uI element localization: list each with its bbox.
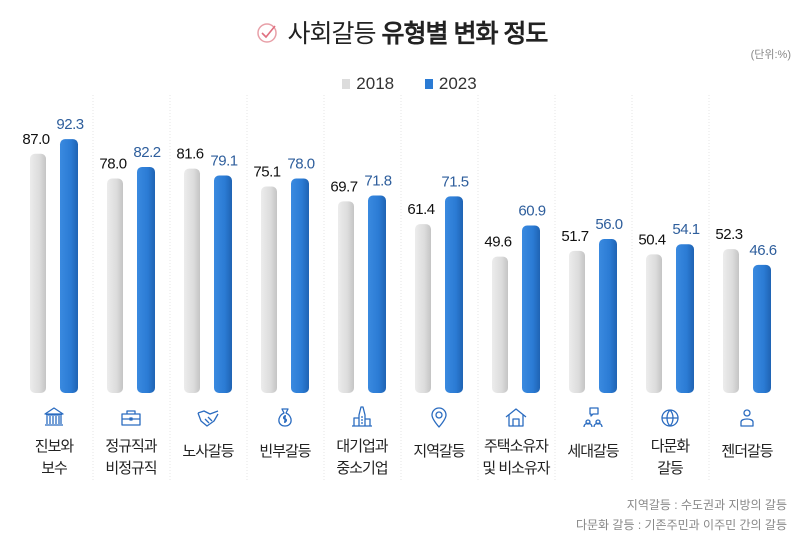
data-label-2023: 92.3 (56, 116, 83, 133)
bar-2018 (107, 178, 123, 393)
category-label: 진보와 (35, 438, 75, 455)
money-bag-icon (278, 408, 292, 427)
legend: 2018 2023 (0, 74, 803, 94)
bar-2023 (676, 244, 694, 393)
category-label: 정규직과 (105, 438, 157, 455)
location-pin-icon (431, 407, 447, 428)
bar-2018 (646, 254, 662, 393)
category-label: 빈부갈등 (259, 443, 311, 460)
bar-2018 (261, 186, 277, 393)
bar-2018 (569, 250, 585, 393)
check-circle-icon (256, 23, 277, 43)
bar-2018 (492, 256, 508, 393)
bar-2018 (415, 224, 431, 393)
data-label-2018: 78.0 (99, 156, 126, 173)
category-label: 대기업과 (336, 438, 388, 455)
category-label: 세대갈등 (567, 443, 619, 460)
bar-2023 (522, 225, 540, 393)
legend-swatch-2023 (424, 79, 433, 89)
category-label: 노사갈등 (182, 443, 234, 460)
bar-2018 (30, 153, 46, 393)
legend-swatch-2018 (342, 79, 351, 89)
footnote-1: 지역갈등 : 수도권과 지방의 갈등 (626, 498, 787, 512)
building-icon (352, 406, 372, 427)
bar-2018 (338, 201, 354, 393)
data-label-2018: 75.1 (253, 163, 280, 180)
briefcase-icon (121, 410, 141, 426)
handshake-icon (197, 410, 219, 427)
data-label-2023: 46.6 (749, 242, 776, 259)
category-label: 다문화 (651, 438, 691, 455)
bar-2023 (368, 195, 386, 393)
house-icon (505, 408, 527, 427)
bar-2023 (137, 166, 155, 393)
data-label-2023: 78.0 (287, 156, 314, 173)
bank-icon (44, 407, 64, 426)
people-chat-icon (583, 407, 603, 428)
category-label: 주택소유자 (484, 438, 549, 455)
data-label-2023: 54.1 (672, 221, 699, 238)
footnote-2: 다문화 갈등 : 기존주민과 이주민 간의 갈등 (575, 518, 787, 532)
globe-icon (661, 409, 679, 427)
category-label: 갈등 (657, 460, 684, 477)
chart-title: 사회갈등 유형별 변화 정도 (0, 14, 803, 50)
data-label-2018: 50.4 (638, 231, 665, 248)
title-main: 유형별 변화 정도 (381, 20, 549, 48)
data-label-2018: 87.0 (22, 131, 49, 148)
bar-2023 (753, 264, 771, 393)
data-label-2023: 56.0 (595, 216, 622, 233)
data-label-2018: 69.7 (330, 178, 357, 195)
category-label: 보수 (41, 460, 67, 477)
category-label: 및 비소유자 (482, 460, 550, 477)
legend-label-2018: 2018 (356, 74, 395, 93)
data-label-2023: 79.1 (210, 152, 237, 169)
bar-2023 (214, 175, 232, 393)
category-label: 비정규직 (105, 460, 156, 477)
data-label-2018: 49.6 (484, 234, 511, 251)
bar-2023 (60, 139, 78, 393)
data-label-2018: 52.3 (715, 226, 742, 243)
data-label-2023: 71.5 (441, 173, 468, 190)
bar-2018 (723, 249, 739, 393)
data-label-2018: 51.7 (561, 228, 588, 245)
person-icon (740, 409, 754, 427)
category-label: 지역갈등 (413, 443, 465, 460)
data-label-2018: 61.4 (407, 201, 434, 218)
data-label-2023: 60.9 (518, 203, 545, 220)
bar-2023 (445, 196, 463, 393)
legend-label-2023: 2023 (438, 74, 477, 93)
data-label-2023: 82.2 (133, 144, 160, 161)
category-label: 중소기업 (336, 460, 387, 477)
data-label-2018: 81.6 (176, 146, 203, 163)
bar-2023 (291, 178, 309, 393)
data-label-2023: 71.8 (364, 173, 391, 190)
bar-2018 (184, 168, 200, 393)
category-label: 젠더갈등 (721, 443, 773, 460)
title-prefix: 사회갈등 (287, 20, 377, 48)
bar-2023 (599, 239, 617, 393)
unit-label: (단위:%) (750, 49, 791, 61)
